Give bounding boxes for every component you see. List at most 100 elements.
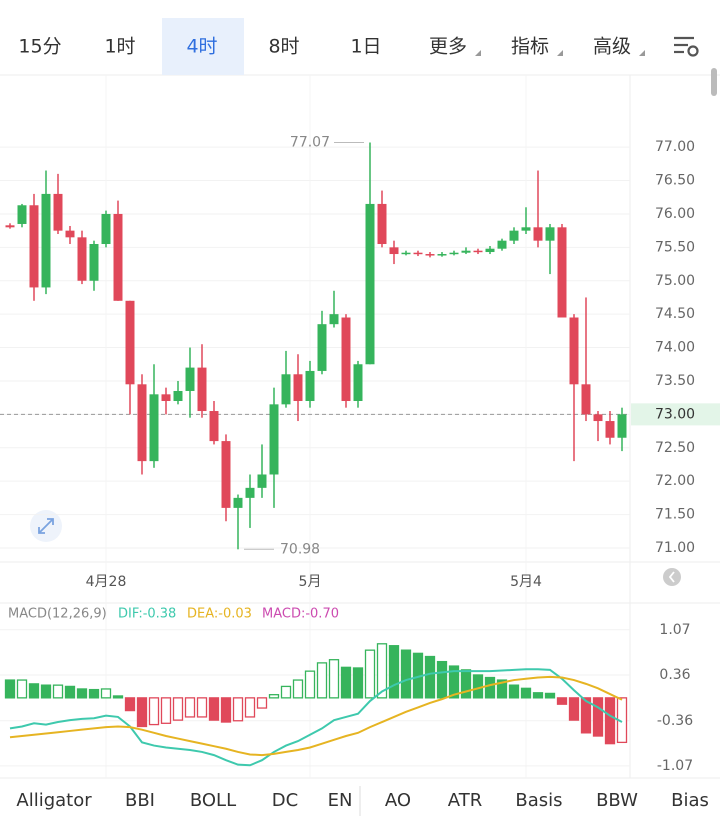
candle-body	[317, 324, 327, 371]
candle-body	[377, 203, 387, 245]
macd-bar	[280, 685, 292, 699]
indicator-tab[interactable]: BOLL	[190, 790, 236, 811]
macd-bar	[352, 667, 364, 699]
tab[interactable]: 高级	[593, 36, 631, 58]
indicator-tab[interactable]: AO	[385, 790, 411, 811]
candle-body	[233, 497, 243, 508]
macd-bar	[544, 692, 556, 699]
candle-body	[545, 227, 555, 241]
x-tick-label: 5月	[299, 574, 322, 590]
candle-body	[293, 374, 303, 402]
macd-bar	[148, 697, 160, 726]
settings-icon[interactable]	[674, 36, 699, 57]
candle-body	[401, 252, 411, 255]
macd-bar	[592, 697, 604, 737]
macd-bar	[244, 697, 256, 718]
macd-bar	[532, 692, 544, 699]
candle-body	[617, 414, 627, 438]
indicator-tab[interactable]: ATR	[448, 790, 482, 811]
tab[interactable]: 指标	[511, 36, 549, 58]
macd-bar	[520, 687, 532, 699]
macd-bar	[196, 697, 208, 718]
candle-body	[473, 250, 483, 253]
reset-icon[interactable]	[663, 568, 681, 586]
macd-bar	[388, 645, 400, 699]
legend-entry: MACD:-0.70	[262, 607, 339, 622]
macd-bar	[496, 679, 508, 699]
macd-bar	[172, 697, 184, 721]
dropdown-caret	[639, 50, 645, 56]
indicator-tab[interactable]: BBW	[596, 790, 638, 811]
candle-body	[461, 250, 471, 253]
indicator-tab[interactable]: Bias	[671, 790, 709, 811]
y-tick-label: 74.50	[655, 306, 695, 322]
min-label: 70.98	[280, 541, 320, 557]
indicator-tab[interactable]: Basis	[515, 790, 562, 811]
candle-body	[557, 227, 567, 318]
tab[interactable]: 4时	[186, 36, 217, 58]
candle-body	[29, 205, 39, 288]
macd-bar	[304, 670, 316, 699]
scrollbar	[711, 68, 717, 96]
candle-body	[413, 252, 423, 255]
indicator-tab[interactable]: Alligator	[16, 790, 92, 811]
macd-bar	[112, 695, 124, 699]
macd-bar	[400, 649, 412, 699]
last-price-bg	[631, 403, 720, 426]
indicator-tab[interactable]: BBI	[125, 790, 155, 811]
y-tick-label: -1.07	[657, 758, 693, 774]
macd-bar	[136, 697, 148, 728]
candle-body	[281, 374, 291, 405]
macd-bar	[64, 685, 76, 699]
candle-body	[185, 367, 195, 391]
macd-bar	[340, 666, 352, 699]
candle-body	[89, 244, 99, 281]
macd-bar	[436, 660, 448, 699]
candle-body	[305, 370, 315, 402]
y-tick-label: 74.00	[655, 340, 695, 356]
candle-body	[353, 364, 363, 402]
macd-bar	[52, 684, 64, 699]
tab[interactable]: 15分	[18, 36, 61, 58]
tab[interactable]: 更多	[429, 36, 467, 58]
candle-body	[329, 314, 339, 325]
candle-body	[173, 390, 183, 402]
macd-title: MACD(12,26,9)	[8, 607, 107, 622]
candle-body	[197, 367, 207, 412]
macd-bar	[4, 679, 16, 699]
y-tick-label: 75.00	[655, 273, 695, 289]
macd-bar	[184, 697, 196, 718]
candle-body	[245, 487, 255, 498]
candle-body	[257, 474, 267, 488]
y-tick-label: 75.50	[655, 239, 695, 255]
macd-bar	[88, 688, 100, 699]
dropdown-caret	[557, 50, 563, 56]
indicator-tab[interactable]: EN	[328, 790, 353, 811]
candle-body	[497, 240, 507, 249]
macd-line	[9, 675, 623, 757]
tab[interactable]: 8时	[268, 36, 299, 58]
candle-body	[209, 411, 219, 442]
candle-body	[437, 254, 447, 256]
candle-body	[53, 193, 63, 231]
macd-bar	[16, 679, 28, 699]
y-tick-label: -0.36	[657, 713, 693, 729]
expand-icon[interactable]	[30, 510, 62, 542]
macd-bar	[472, 674, 484, 699]
macd-bar	[160, 697, 172, 724]
candle-body	[125, 300, 135, 385]
max-label: 77.07	[290, 134, 330, 150]
macd-bar	[328, 659, 340, 699]
candle-body	[161, 394, 171, 402]
candle-body	[593, 414, 603, 422]
candle-body	[485, 248, 495, 253]
macd-bar	[556, 697, 568, 705]
indicator-tab[interactable]: DC	[272, 790, 298, 811]
macd-bar	[124, 697, 136, 712]
y-tick-label: 0.36	[659, 667, 690, 683]
dropdown-caret	[475, 50, 481, 56]
tab[interactable]: 1时	[104, 36, 135, 58]
candle-body	[509, 230, 519, 241]
tab[interactable]: 1日	[350, 36, 381, 58]
